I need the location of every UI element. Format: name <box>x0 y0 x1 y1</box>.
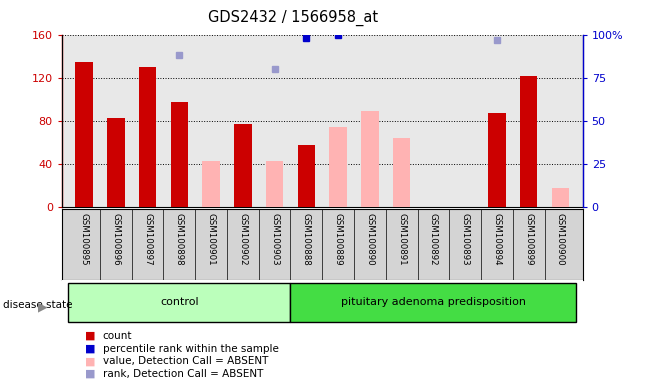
Text: GSM100888: GSM100888 <box>302 213 311 266</box>
Text: ▶: ▶ <box>38 301 47 314</box>
Bar <box>551 188 569 207</box>
Bar <box>361 111 379 207</box>
Bar <box>234 124 251 207</box>
Text: GSM100890: GSM100890 <box>365 213 374 265</box>
Text: GSM100903: GSM100903 <box>270 213 279 265</box>
Bar <box>520 76 537 207</box>
Text: ■: ■ <box>85 344 95 354</box>
Text: GSM100894: GSM100894 <box>492 213 501 265</box>
Text: disease state: disease state <box>3 300 73 310</box>
Bar <box>68 283 290 322</box>
Text: GSM100900: GSM100900 <box>556 213 565 265</box>
Bar <box>266 161 283 207</box>
Text: GSM100895: GSM100895 <box>79 213 89 265</box>
Text: GSM100896: GSM100896 <box>111 213 120 265</box>
Bar <box>107 118 124 207</box>
Bar <box>139 67 156 207</box>
Bar <box>298 145 315 207</box>
Text: GSM100899: GSM100899 <box>524 213 533 265</box>
Text: pituitary adenoma predisposition: pituitary adenoma predisposition <box>341 296 526 306</box>
Text: control: control <box>160 296 199 306</box>
Bar <box>329 127 347 207</box>
Text: GDS2432 / 1566958_at: GDS2432 / 1566958_at <box>208 10 378 26</box>
Text: GSM100891: GSM100891 <box>397 213 406 265</box>
Text: GSM100902: GSM100902 <box>238 213 247 265</box>
Bar <box>202 161 220 207</box>
Text: percentile rank within the sample: percentile rank within the sample <box>103 344 279 354</box>
Text: value, Detection Call = ABSENT: value, Detection Call = ABSENT <box>103 356 268 366</box>
Text: GSM100897: GSM100897 <box>143 213 152 265</box>
Bar <box>171 101 188 207</box>
Text: GSM100901: GSM100901 <box>206 213 215 265</box>
Bar <box>76 61 93 207</box>
Bar <box>290 283 576 322</box>
Text: GSM100889: GSM100889 <box>333 213 342 265</box>
Text: GSM100898: GSM100898 <box>175 213 184 265</box>
Text: rank, Detection Call = ABSENT: rank, Detection Call = ABSENT <box>103 369 263 379</box>
Bar <box>488 113 506 207</box>
Text: ■: ■ <box>85 369 95 379</box>
Bar <box>393 138 410 207</box>
Text: ■: ■ <box>85 356 95 366</box>
Text: count: count <box>103 331 132 341</box>
Text: GSM100892: GSM100892 <box>429 213 438 265</box>
Text: ■: ■ <box>85 331 95 341</box>
Text: GSM100893: GSM100893 <box>461 213 469 265</box>
